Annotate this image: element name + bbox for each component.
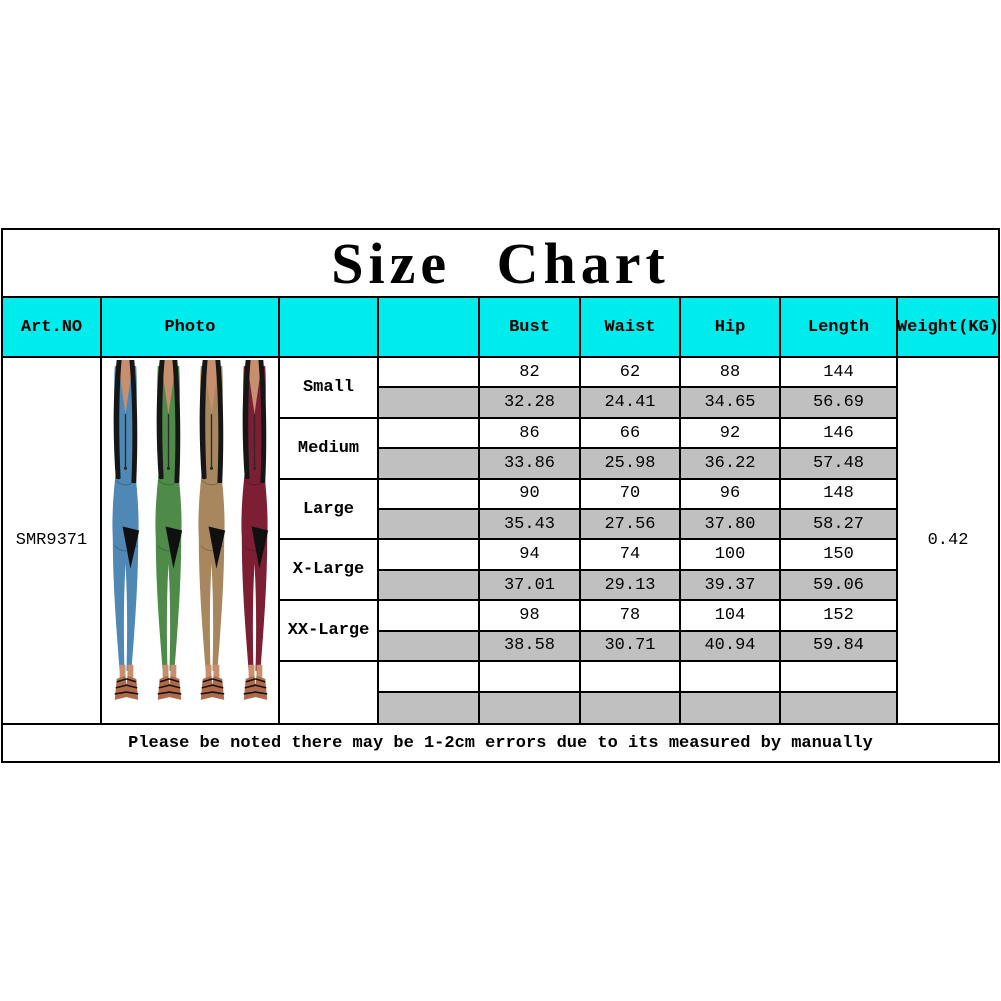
value-waist: 78 [581, 601, 681, 632]
header-waist: Waist [581, 298, 681, 356]
empty-cell [781, 692, 898, 723]
value-length: 56.69 [781, 388, 898, 419]
value-bust: 86 [480, 418, 581, 450]
empty-cell [581, 692, 681, 723]
value-length: 150 [781, 540, 898, 571]
table-body: SMR9371 [3, 358, 998, 723]
empty-size-cell [280, 662, 379, 723]
value-bust: 35.43 [480, 510, 581, 541]
value-length: 59.06 [781, 570, 898, 602]
unit-cm [379, 601, 480, 632]
value-waist: 25.98 [581, 449, 681, 480]
empty-cell [681, 692, 781, 723]
header-artno: Art.NO [3, 298, 102, 356]
value-length: 152 [781, 601, 898, 632]
value-hip: 96 [681, 479, 781, 511]
size-label-small: Small [280, 358, 379, 419]
value-hip: 104 [681, 601, 781, 632]
jumpsuit-blue [111, 360, 140, 701]
header-unit [379, 298, 480, 356]
product-photo [102, 358, 280, 723]
header-row: Art.NO Photo Bust Waist Hip Length Weigh… [3, 298, 998, 358]
weight-value: 0.42 [927, 530, 969, 550]
empty-cell [581, 662, 681, 693]
measurement-note: Please be noted there may be 1-2cm error… [3, 723, 998, 761]
value-hip: 88 [681, 358, 781, 389]
unit-cm [379, 358, 480, 389]
unit-cm [379, 418, 480, 450]
empty-cell [681, 662, 781, 693]
value-hip: 100 [681, 540, 781, 571]
size-label-large: Large [280, 479, 379, 541]
value-bust: 37.01 [480, 570, 581, 602]
value-hip: 37.80 [681, 510, 781, 541]
header-bust: Bust [480, 298, 581, 356]
header-size [280, 298, 379, 356]
value-length: 146 [781, 418, 898, 450]
value-bust: 98 [480, 601, 581, 632]
jumpsuit-tan [197, 360, 226, 701]
unit-cm [379, 479, 480, 511]
jumpsuit-burgundy [240, 360, 269, 701]
empty-cell [480, 662, 581, 693]
jumpsuit-green [154, 360, 183, 701]
value-length: 148 [781, 479, 898, 511]
value-bust: 38.58 [480, 631, 581, 663]
jumpsuit-photo-illustration [104, 360, 276, 721]
header-weight: Weight(KG) [898, 298, 998, 356]
unit-inch [379, 510, 480, 541]
unit-inch [379, 388, 480, 419]
value-hip: 40.94 [681, 631, 781, 663]
value-length: 144 [781, 358, 898, 389]
value-waist: 27.56 [581, 510, 681, 541]
value-hip: 92 [681, 418, 781, 450]
unit-inch [379, 449, 480, 480]
header-photo: Photo [102, 298, 280, 356]
value-length: 57.48 [781, 449, 898, 480]
value-bust: 90 [480, 479, 581, 511]
value-waist: 62 [581, 358, 681, 389]
size-chart-table: Size Chart Art.NO Photo Bust Waist Hip L… [1, 228, 1000, 763]
value-length: 58.27 [781, 510, 898, 541]
value-hip: 39.37 [681, 570, 781, 602]
size-label-xx-large: XX-Large [280, 601, 379, 663]
size-label-medium: Medium [280, 418, 379, 480]
header-length: Length [781, 298, 898, 356]
header-hip: Hip [681, 298, 781, 356]
empty-cell [480, 692, 581, 723]
artno-value: SMR9371 [3, 358, 102, 723]
size-label-x-large: X-Large [280, 540, 379, 602]
empty-cell [379, 662, 480, 693]
empty-cell [379, 692, 480, 723]
value-hip: 34.65 [681, 388, 781, 419]
value-waist: 29.13 [581, 570, 681, 602]
value-hip: 36.22 [681, 449, 781, 480]
unit-cm [379, 540, 480, 571]
value-waist: 24.41 [581, 388, 681, 419]
value-bust: 94 [480, 540, 581, 571]
page-title: Size Chart [3, 230, 998, 298]
value-bust: 33.86 [480, 449, 581, 480]
value-waist: 74 [581, 540, 681, 571]
value-waist: 66 [581, 418, 681, 450]
value-bust: 32.28 [480, 388, 581, 419]
value-bust: 82 [480, 358, 581, 389]
value-waist: 30.71 [581, 631, 681, 663]
value-length: 59.84 [781, 631, 898, 663]
unit-inch [379, 631, 480, 663]
value-waist: 70 [581, 479, 681, 511]
empty-cell [781, 662, 898, 693]
unit-inch [379, 570, 480, 602]
